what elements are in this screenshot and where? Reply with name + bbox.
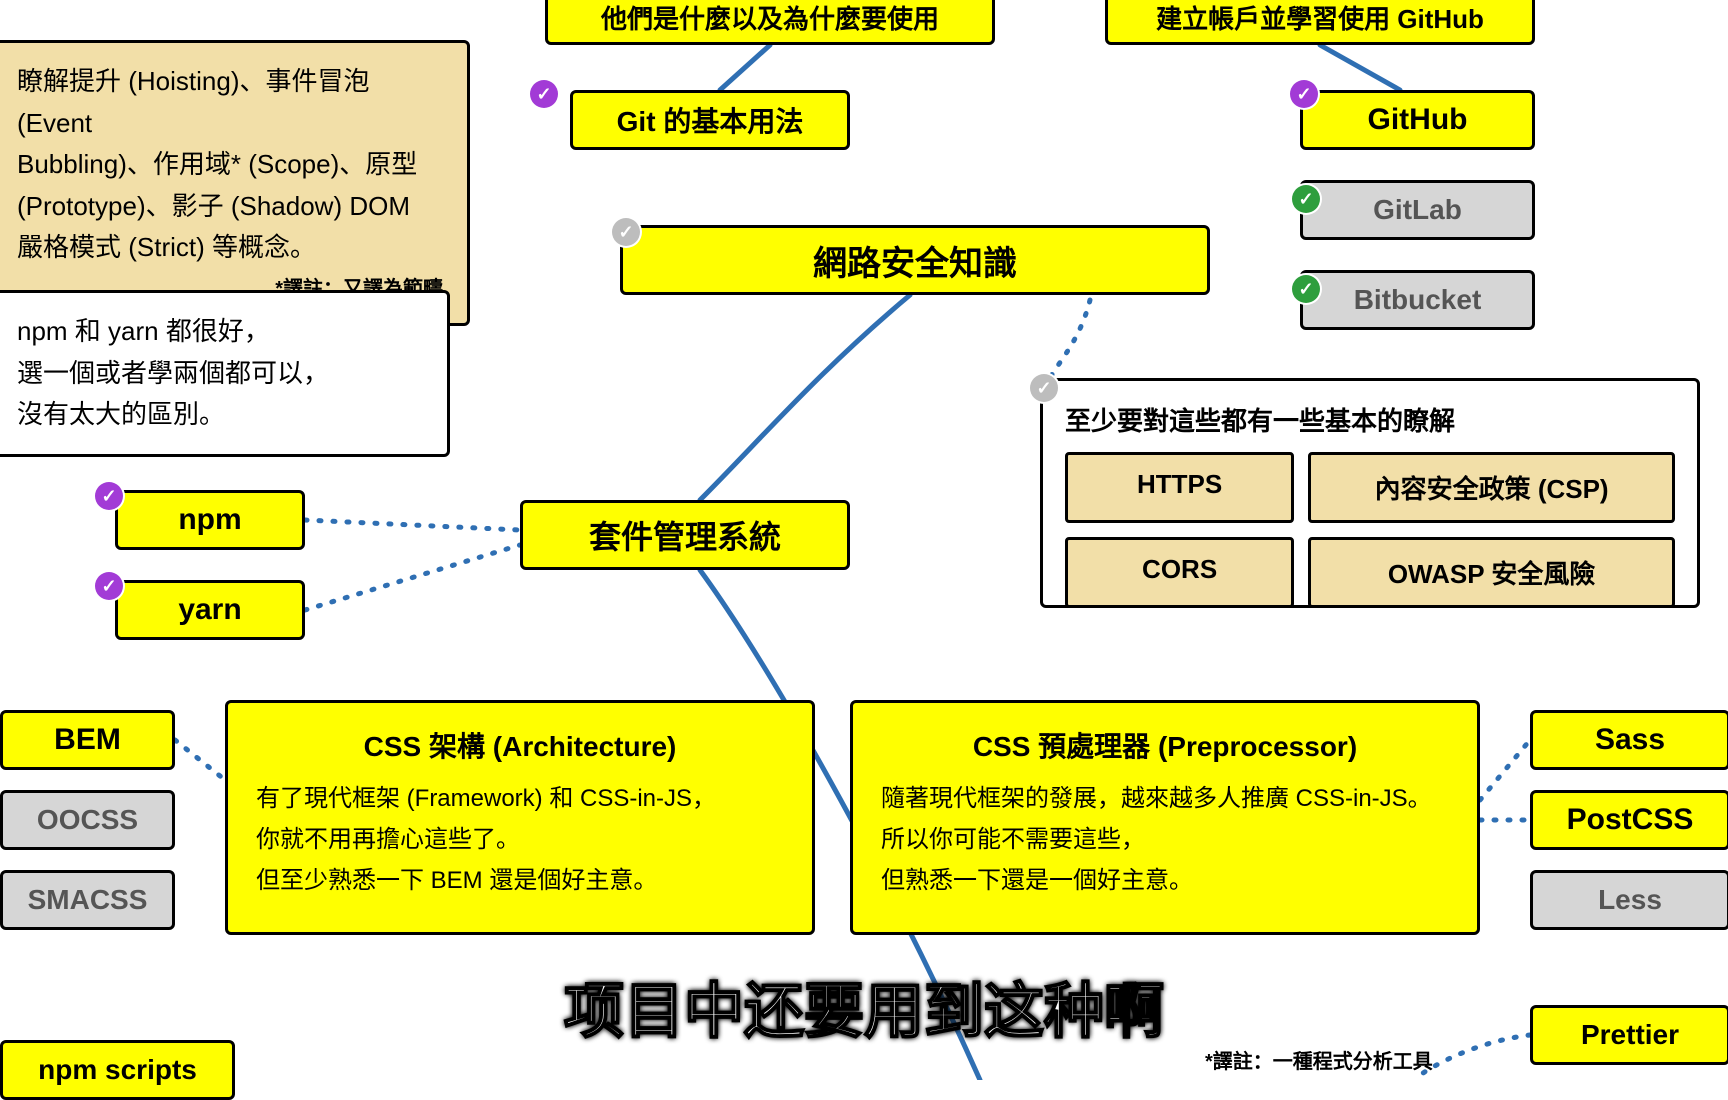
node-web_security[interactable]: 網路安全知識 [620, 225, 1210, 295]
status-badge-1: ✓ [1290, 80, 1318, 108]
security-heading: 至少要對這些都有一些基本的瞭解 [1065, 401, 1675, 438]
css-architecture-box: CSS 架構 (Architecture) 有了現代框架 (Framework)… [225, 700, 815, 935]
status-badge-4: ✓ [612, 218, 640, 246]
status-badge-6: ✓ [95, 572, 123, 600]
node-yarn[interactable]: yarn [115, 580, 305, 640]
npm-yarn-note: npm 和 yarn 都很好，選一個或者學兩個都可以，沒有太大的區別。 [0, 290, 450, 457]
css-preproc-body: 隨著現代框架的發展，越來越多人推廣 CSS-in-JS。所以你可能不需要這些，但… [881, 779, 1449, 901]
node-smacss[interactable]: SMACSS [0, 870, 175, 930]
security-cell-2[interactable]: CORS [1065, 537, 1294, 608]
security-cell-3[interactable]: OWASP 安全風險 [1308, 537, 1675, 608]
node-less[interactable]: Less [1530, 870, 1728, 930]
node-postcss[interactable]: PostCSS [1530, 790, 1728, 850]
node-bem[interactable]: BEM [0, 710, 175, 770]
node-gitlab[interactable]: GitLab [1300, 180, 1535, 240]
security-basics-box: 至少要對這些都有一些基本的瞭解 HTTPS內容安全政策 (CSP)CORSOWA… [1040, 378, 1700, 608]
node-github_setup[interactable]: 建立帳戶並學習使用 GitHub [1105, 0, 1535, 45]
node-prettier[interactable]: Prettier [1530, 1005, 1728, 1065]
video-subtitle: 项目中还要用到这种啊 [564, 963, 1164, 1050]
node-sass[interactable]: Sass [1530, 710, 1728, 770]
status-badge-3: ✓ [1292, 275, 1320, 303]
status-badge-7: ✓ [1030, 374, 1058, 402]
security-cell-0[interactable]: HTTPS [1065, 452, 1294, 523]
css-arch-body: 有了現代框架 (Framework) 和 CSS-in-JS，你就不用再擔心這些… [256, 779, 784, 901]
security-cell-1[interactable]: 內容安全政策 (CSP) [1308, 452, 1675, 523]
node-pkg_mgr[interactable]: 套件管理系統 [520, 500, 850, 570]
css-arch-title: CSS 架構 (Architecture) [256, 725, 784, 765]
status-badge-0: ✓ [530, 80, 558, 108]
node-vcs_why[interactable]: 他們是什麼以及為什麼要使用 [545, 0, 995, 45]
node-github[interactable]: GitHub [1300, 90, 1535, 150]
css-preproc-title: CSS 預處理器 (Preprocessor) [881, 725, 1449, 765]
node-oocss[interactable]: OOCSS [0, 790, 175, 850]
js-concepts-note: 瞭解提升 (Hoisting)、事件冒泡 (EventBubbling)、作用域… [0, 40, 470, 326]
footnote-lint: *譯註：一種程式分析工具 [1205, 1045, 1433, 1074]
node-npm_scripts[interactable]: npm scripts [0, 1040, 235, 1100]
node-npm[interactable]: npm [115, 490, 305, 550]
node-git_basic[interactable]: Git 的基本用法 [570, 90, 850, 150]
status-badge-2: ✓ [1292, 185, 1320, 213]
node-bitbucket[interactable]: Bitbucket [1300, 270, 1535, 330]
css-preprocessor-box: CSS 預處理器 (Preprocessor) 隨著現代框架的發展，越來越多人推… [850, 700, 1480, 935]
status-badge-5: ✓ [95, 482, 123, 510]
